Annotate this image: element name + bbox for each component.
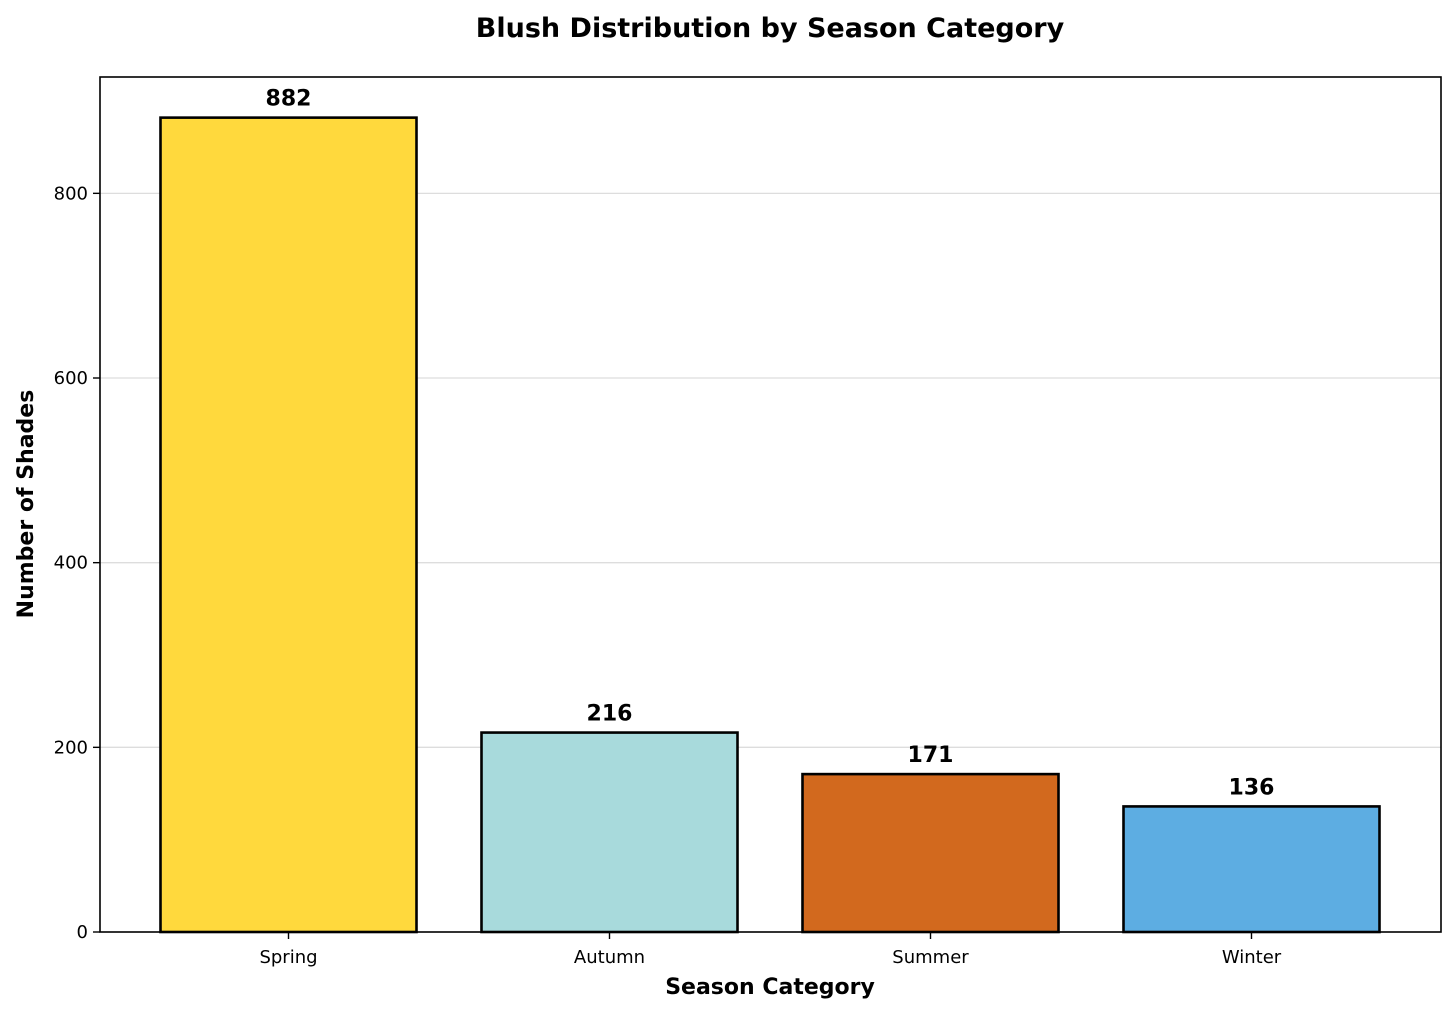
y-tick-label: 600	[54, 368, 88, 389]
y-tick-label: 200	[54, 737, 88, 758]
data-label: 171	[908, 743, 954, 768]
bar-spring	[159, 116, 418, 934]
bar-autumn	[480, 731, 739, 934]
y-axis-ticks: 0 200 400 600 800	[54, 183, 100, 943]
plot-frame	[99, 76, 1442, 933]
x-tick-label: Winter	[1222, 947, 1282, 968]
y-axis-label: Number of Shades	[14, 390, 39, 619]
x-tick-label: Summer	[892, 947, 969, 968]
bars	[159, 116, 1381, 934]
data-labels: 882 216 171 136	[266, 87, 1275, 801]
data-label: 216	[587, 702, 633, 727]
bar-winter	[1122, 805, 1381, 934]
data-label: 136	[1229, 775, 1275, 800]
x-tick-label: Spring	[259, 947, 317, 968]
data-label: 882	[266, 87, 312, 112]
x-axis-ticks: Spring Autumn Summer Winter	[259, 932, 1282, 968]
y-tick-label: 400	[54, 553, 88, 574]
y-tick-label: 0	[77, 922, 88, 943]
y-tick-label: 800	[54, 183, 88, 204]
chart-title: Blush Distribution by Season Category	[476, 13, 1065, 44]
bar-summer	[801, 772, 1060, 934]
x-axis-label: Season Category	[665, 975, 875, 1000]
x-tick-label: Autumn	[574, 947, 645, 968]
